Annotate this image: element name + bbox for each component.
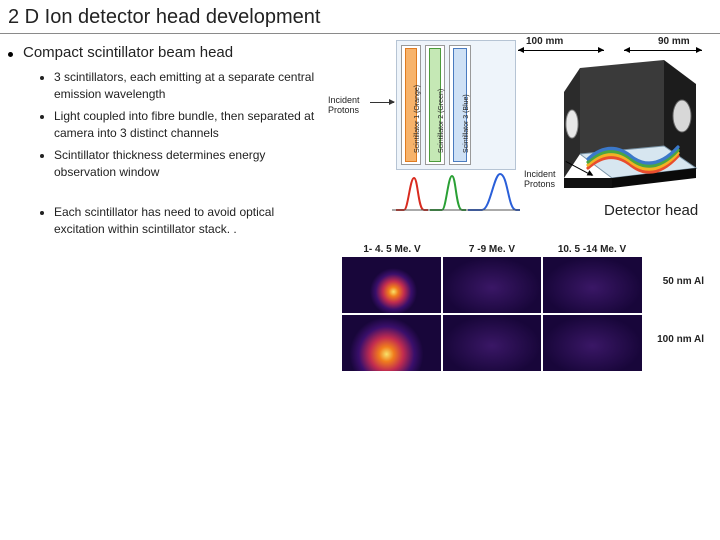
heatmap-cell — [443, 315, 542, 371]
heatmap-caption: 1- 4. 5 Me. V — [342, 244, 442, 255]
heatmap-cell — [543, 257, 642, 313]
right-column: 100 mm 90 mm Incident Protons Scintillat… — [328, 44, 708, 237]
energy-curves — [390, 170, 522, 214]
section-head: Compact scintillator beam head — [8, 44, 320, 61]
detector-3d — [554, 50, 702, 198]
bullet-dot — [8, 52, 13, 57]
scint-layer-label: Scintillator 3 (Blue) — [463, 94, 470, 153]
row-label: 100 nm Al — [657, 334, 704, 345]
heatmap-caption: 7 -9 Me. V — [442, 244, 542, 255]
detector-head-label: Detector head — [604, 202, 698, 219]
scint-layer-label: Scintillator 1 (Orange) — [414, 85, 421, 153]
heatmap-grid — [342, 257, 642, 371]
left-column: Compact scintillator beam head 3 scintil… — [8, 44, 320, 237]
scint-layer-label: Scintillator 2 (Green) — [438, 89, 445, 153]
bullet-item: Each scintillator has need to avoid opti… — [54, 204, 320, 237]
bullet-item: 3 scintillators, each emitting at a sepa… — [54, 69, 320, 102]
heatmap-cell — [342, 315, 441, 371]
scint-box: Scintillator 1 (Orange) Scintillator 2 (G… — [396, 40, 516, 170]
heatmap-cell — [342, 257, 441, 313]
section-head-label: Compact scintillator beam head — [23, 44, 233, 61]
incident-arrow-icon — [370, 102, 394, 103]
bullet-list-extra: Each scintillator has need to avoid opti… — [8, 204, 320, 237]
heatmap-section: 1- 4. 5 Me. V 7 -9 Me. V 10. 5 -14 Me. V… — [342, 244, 642, 371]
dim-right-label: 90 mm — [658, 36, 690, 47]
bullet-list: 3 scintillators, each emitting at a sepa… — [8, 69, 320, 180]
page-title: 2 D Ion detector head development — [0, 0, 720, 34]
incident-protons-3d-label: Incident Protons — [524, 170, 556, 190]
heatmap-caption: 10. 5 -14 Me. V — [542, 244, 642, 255]
bullet-item: Light coupled into fibre bundle, then se… — [54, 108, 320, 141]
heatmap-captions: 1- 4. 5 Me. V 7 -9 Me. V 10. 5 -14 Me. V — [342, 244, 642, 255]
dim-left-label: 100 mm — [526, 36, 563, 47]
scintillator-diagram: Incident Protons Scintillator 1 (Orange)… — [328, 40, 520, 230]
row-label: 50 nm Al — [663, 276, 704, 287]
bullet-item: Scintillator thickness determines energy… — [54, 147, 320, 180]
heatmap-cell — [443, 257, 542, 313]
incident-protons-label: Incident Protons — [328, 96, 360, 116]
heatmap-cell — [543, 315, 642, 371]
content: Compact scintillator beam head 3 scintil… — [0, 34, 720, 237]
